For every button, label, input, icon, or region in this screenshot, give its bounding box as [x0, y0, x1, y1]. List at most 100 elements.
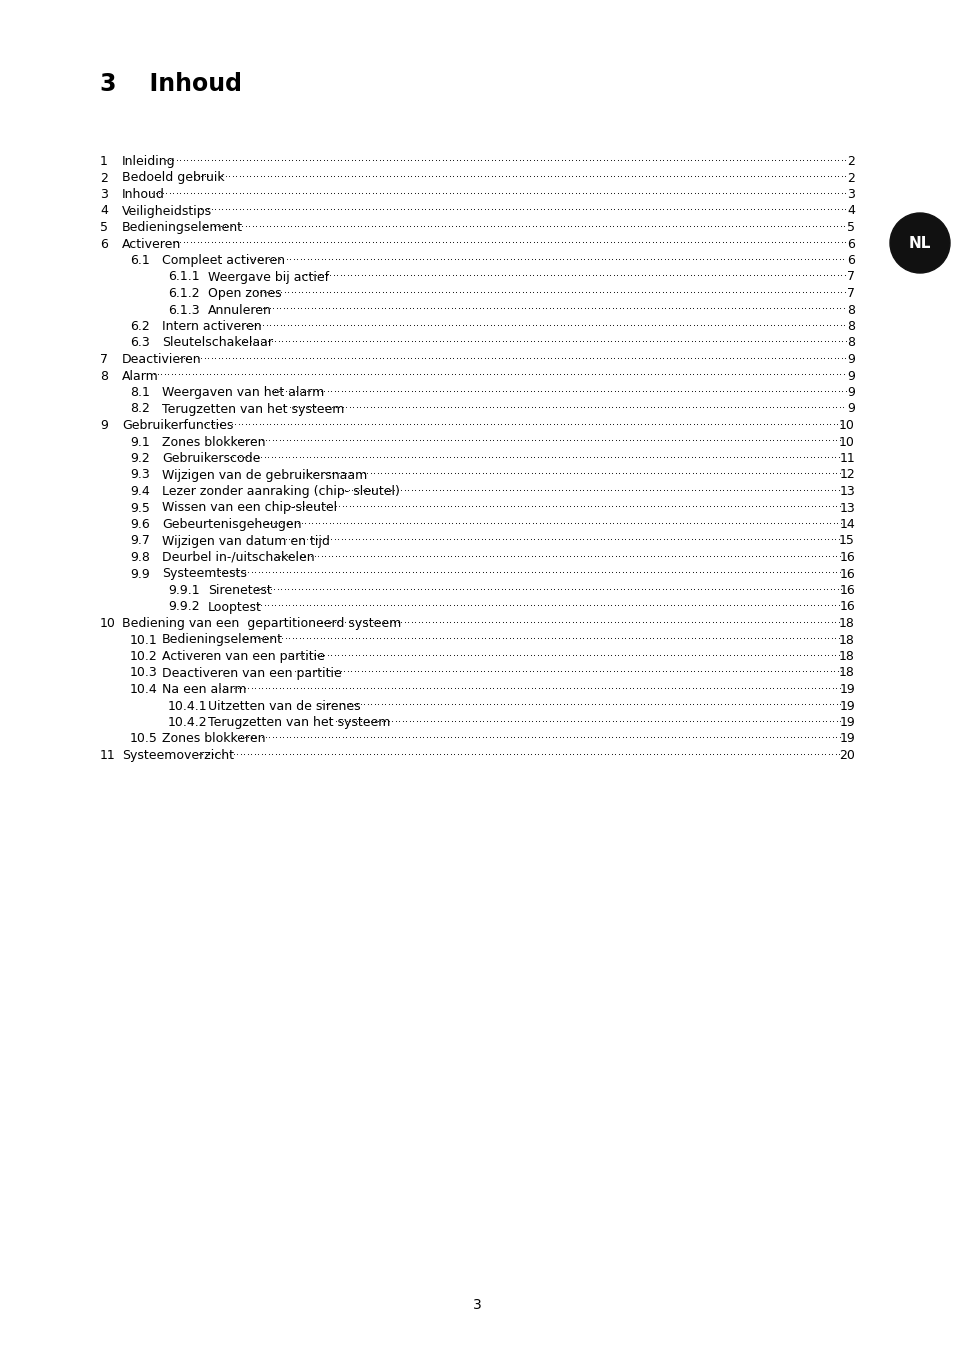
Point	[473, 182, 488, 204]
Point	[802, 628, 818, 649]
Point	[299, 743, 314, 764]
Point	[400, 628, 416, 649]
Point	[747, 463, 762, 485]
Point	[547, 479, 562, 501]
Point	[510, 397, 525, 418]
Point	[349, 297, 364, 319]
Point	[349, 495, 364, 517]
Point	[261, 562, 276, 583]
Point	[583, 495, 598, 517]
Point	[334, 479, 349, 501]
Point	[617, 612, 632, 633]
Point	[256, 148, 272, 170]
Point	[632, 678, 647, 699]
Point	[727, 297, 742, 319]
Point	[324, 743, 339, 764]
Point	[553, 660, 568, 682]
Point	[483, 166, 498, 188]
Point	[695, 545, 710, 567]
Point	[554, 182, 569, 204]
Point	[553, 512, 568, 533]
Point	[368, 182, 383, 204]
Point	[672, 148, 687, 170]
Point	[376, 545, 392, 567]
Point	[451, 413, 466, 435]
Point	[763, 529, 779, 551]
Point	[582, 743, 598, 764]
Point	[333, 660, 348, 682]
Point	[329, 512, 344, 533]
Point	[230, 429, 245, 451]
Point	[334, 529, 349, 551]
Point	[605, 315, 620, 336]
Point	[568, 446, 583, 467]
Point	[757, 644, 772, 666]
Point	[764, 726, 780, 748]
Point	[706, 694, 721, 716]
Point	[608, 215, 623, 236]
Point	[172, 148, 188, 170]
Point	[407, 529, 422, 551]
Point	[794, 413, 809, 435]
Point	[379, 628, 395, 649]
Point	[548, 463, 563, 485]
Point	[586, 726, 601, 748]
Point	[477, 479, 493, 501]
Point	[539, 628, 555, 649]
Point	[416, 297, 431, 319]
Point	[806, 678, 821, 699]
Point	[336, 148, 352, 170]
Point	[413, 413, 428, 435]
Point	[511, 413, 526, 435]
Point	[335, 694, 351, 716]
Point	[827, 743, 842, 764]
Point	[340, 198, 355, 220]
Point	[820, 612, 835, 633]
Point	[656, 644, 671, 666]
Point	[321, 463, 336, 485]
Point	[676, 578, 691, 599]
Point	[306, 331, 321, 352]
Point	[821, 678, 836, 699]
Point	[593, 628, 608, 649]
Point	[744, 215, 760, 236]
Point	[330, 446, 345, 467]
Point	[604, 429, 619, 451]
Point	[319, 198, 335, 220]
Point	[288, 232, 303, 254]
Point	[680, 248, 696, 270]
Point	[264, 381, 279, 402]
Point	[652, 644, 667, 666]
Point	[431, 660, 446, 682]
Point	[662, 198, 678, 220]
Point	[174, 363, 190, 385]
Point	[233, 678, 249, 699]
Point	[476, 347, 492, 369]
Point	[255, 315, 271, 336]
Point	[301, 578, 316, 599]
Point	[819, 578, 834, 599]
Point	[263, 182, 278, 204]
Point	[384, 363, 399, 385]
Point	[416, 463, 431, 485]
Point	[276, 215, 292, 236]
Point	[696, 710, 711, 732]
Point	[301, 281, 316, 302]
Point	[707, 660, 722, 682]
Point	[383, 743, 398, 764]
Point	[733, 743, 748, 764]
Point	[500, 215, 516, 236]
Point	[294, 265, 310, 286]
Point	[812, 281, 827, 302]
Point	[349, 678, 364, 699]
Point	[635, 381, 650, 402]
Point	[376, 743, 392, 764]
Point	[448, 660, 463, 682]
Point	[472, 413, 487, 435]
Point	[220, 363, 235, 385]
Point	[776, 413, 791, 435]
Point	[416, 545, 431, 567]
Point	[691, 743, 706, 764]
Point	[514, 215, 529, 236]
Point	[492, 562, 507, 583]
